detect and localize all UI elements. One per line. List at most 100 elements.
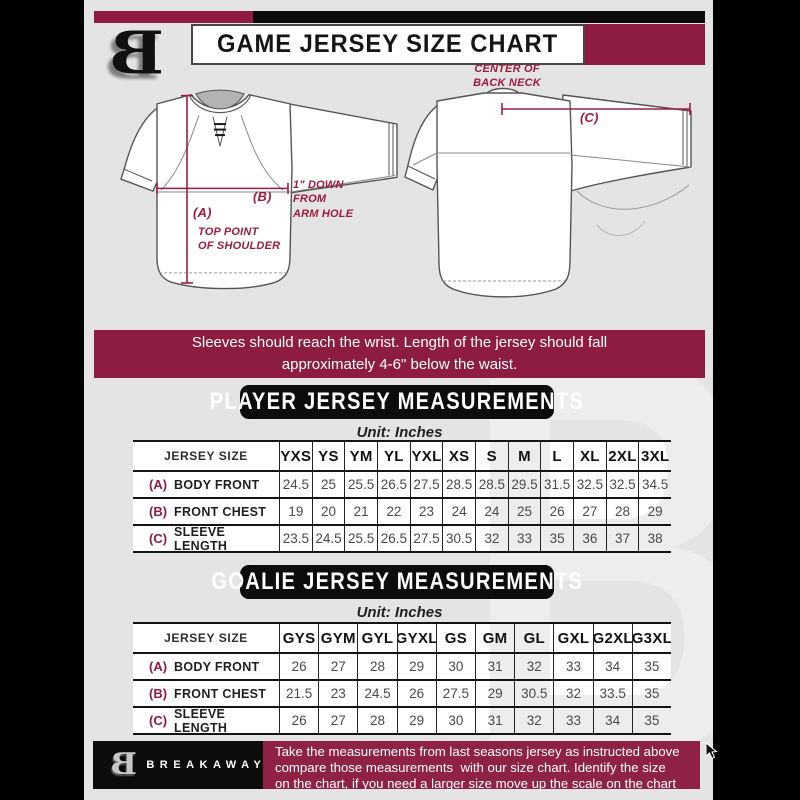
measurement-value: 25.5 xyxy=(344,526,377,551)
size-column-header: GYS xyxy=(279,624,318,652)
goalie-heading-text: GOALIE JERSEY MEASUREMENTS xyxy=(211,568,583,595)
table-row: (B) FRONT CHEST 21.5 23 24.5 26 27.5 29 30.5 32 33… xyxy=(133,681,671,708)
player-section-heading: PLAYER JERSEY MEASUREMENTS xyxy=(210,385,583,419)
footer-brand-logo-icon: B xyxy=(110,747,137,782)
measurement-value: 28 xyxy=(605,499,639,524)
measurement-value: 34 xyxy=(592,654,632,679)
measure-label: BODY FRONT xyxy=(174,477,260,492)
measurement-value: 32.5 xyxy=(573,472,606,497)
table-header-row: JERSEY SIZE GYS GYM GYL GYXL GS GM GL GXL G2XL G3X… xyxy=(133,622,671,654)
measurement-value: 27 xyxy=(573,499,606,524)
size-column-header: 2XL xyxy=(605,442,639,470)
measurement-value: 28 xyxy=(357,708,396,733)
measure-label: FRONT CHEST xyxy=(174,504,267,519)
size-column-header: GYM xyxy=(318,624,357,652)
measurement-value: 32 xyxy=(514,708,553,733)
row-label-cell: (C) SLEEVE LENGTH xyxy=(133,526,279,551)
size-column-header: YXL xyxy=(409,442,443,470)
measurement-value: 32.5 xyxy=(605,472,639,497)
measurement-value: 26 xyxy=(279,654,318,679)
footer-note: Take the measurements from last seasons … xyxy=(263,741,700,791)
size-column-header: GYXL xyxy=(396,624,436,652)
top-bar-black-segment xyxy=(253,11,705,23)
measurement-value: 21 xyxy=(344,499,377,524)
measurement-value: 24 xyxy=(442,499,475,524)
size-column-header: YXS xyxy=(279,442,312,470)
table-row: (A) BODY FRONT 26 27 28 29 30 31 32 33 34 35 xyxy=(133,654,671,681)
measurement-value: 30.5 xyxy=(442,526,475,551)
measurement-value: 29 xyxy=(475,681,514,706)
measure-key: (A) xyxy=(149,477,168,492)
title-box: GAME JERSEY SIZE CHART xyxy=(191,24,585,65)
measurement-value: 22 xyxy=(377,499,410,524)
measure-label: SLEEVE LENGTH xyxy=(174,526,228,551)
mouse-cursor-icon xyxy=(705,742,718,760)
table-row: (B) FRONT CHEST 19 20 21 22 23 24 24 25 26 27 28 29 xyxy=(133,499,671,526)
size-column-header: G3XL xyxy=(631,624,671,652)
front-jersey-diagram xyxy=(99,80,399,305)
size-column-header: S xyxy=(475,442,508,470)
size-column-header: M xyxy=(507,442,541,470)
measurement-value: 30 xyxy=(435,708,475,733)
brand-logo-icon: B xyxy=(109,18,164,88)
measurement-value: 28.5 xyxy=(475,472,508,497)
size-column-header: XL xyxy=(573,442,606,470)
measurement-value: 33 xyxy=(507,526,541,551)
measure-key: (B) xyxy=(149,686,168,701)
measurement-value: 32 xyxy=(514,654,553,679)
measurement-value: 23.5 xyxy=(279,526,312,551)
measurement-value: 26 xyxy=(279,708,318,733)
goalie-unit-label: Unit: Inches xyxy=(356,604,443,621)
measurement-value: 30.5 xyxy=(514,681,553,706)
size-column-header: GL xyxy=(514,624,553,652)
measurement-value: 32 xyxy=(475,526,508,551)
info-banner: Sleeves should reach the wrist. Length o… xyxy=(94,330,705,378)
annotation-one-inch-note: 1" DOWN FROM ARM HOLE xyxy=(293,179,354,220)
measurement-value: 26.5 xyxy=(377,526,410,551)
measurement-value: 29 xyxy=(638,499,671,524)
size-column-header: YS xyxy=(311,442,345,470)
annotation-top-point-note: TOP POINT OF SHOULDER xyxy=(198,226,281,253)
player-unit-label: Unit: Inches xyxy=(356,424,443,441)
measurement-value: 25 xyxy=(507,499,541,524)
measurement-value: 36 xyxy=(573,526,606,551)
table-row: (C) SLEEVE LENGTH 26 27 28 29 30 31 32 33 34 35 xyxy=(133,708,671,735)
size-column-header: G2XL xyxy=(592,624,632,652)
top-bar-maroon-segment xyxy=(94,11,253,23)
measure-label: SLEEVE LENGTH xyxy=(174,708,228,733)
measurement-value: 19 xyxy=(279,499,312,524)
measure-label: FRONT CHEST xyxy=(174,686,267,701)
goalie-section-heading: GOALIE JERSEY MEASUREMENTS xyxy=(211,565,582,599)
page-title: GAME JERSEY SIZE CHART xyxy=(217,30,559,58)
measurement-value: 28 xyxy=(357,654,396,679)
measure-key: (A) xyxy=(149,659,168,674)
measurement-value: 35 xyxy=(631,654,671,679)
size-column-header: YL xyxy=(377,442,410,470)
measurement-value: 33 xyxy=(553,654,592,679)
size-column-header: L xyxy=(540,442,573,470)
measurement-value: 33 xyxy=(553,708,592,733)
annotation-b-label: (B) xyxy=(253,189,272,204)
measure-key: (C) xyxy=(149,713,168,728)
annotation-a-label: (A) xyxy=(193,205,212,220)
measurement-value: 20 xyxy=(311,499,345,524)
goalie-size-table: JERSEY SIZE GYS GYM GYL GYXL GS GM GL GXL G2XL G3X… xyxy=(133,622,671,735)
row-label-cell: (A) BODY FRONT xyxy=(133,654,279,679)
measurement-value: 35 xyxy=(631,681,671,706)
measurement-value: 29.5 xyxy=(507,472,541,497)
row-label-cell: (A) BODY FRONT xyxy=(133,472,279,497)
measurement-value: 27.5 xyxy=(409,526,443,551)
measurement-value: 34.5 xyxy=(638,472,671,497)
measurement-value: 30 xyxy=(435,654,475,679)
player-size-table: JERSEY SIZE YXS YS YM YL YXL XS S M L XL 2XL 3XL (A) B… xyxy=(133,440,671,553)
measurement-value: 24 xyxy=(475,499,508,524)
right-black-border xyxy=(713,0,800,800)
jersey-size-header: JERSEY SIZE xyxy=(164,449,248,463)
left-black-border xyxy=(0,0,84,800)
title-accent-block xyxy=(585,24,705,65)
measurement-value: 38 xyxy=(638,526,671,551)
measurement-value: 27.5 xyxy=(409,472,443,497)
player-heading-text: PLAYER JERSEY MEASUREMENTS xyxy=(209,388,585,415)
size-column-header: GM xyxy=(475,624,514,652)
